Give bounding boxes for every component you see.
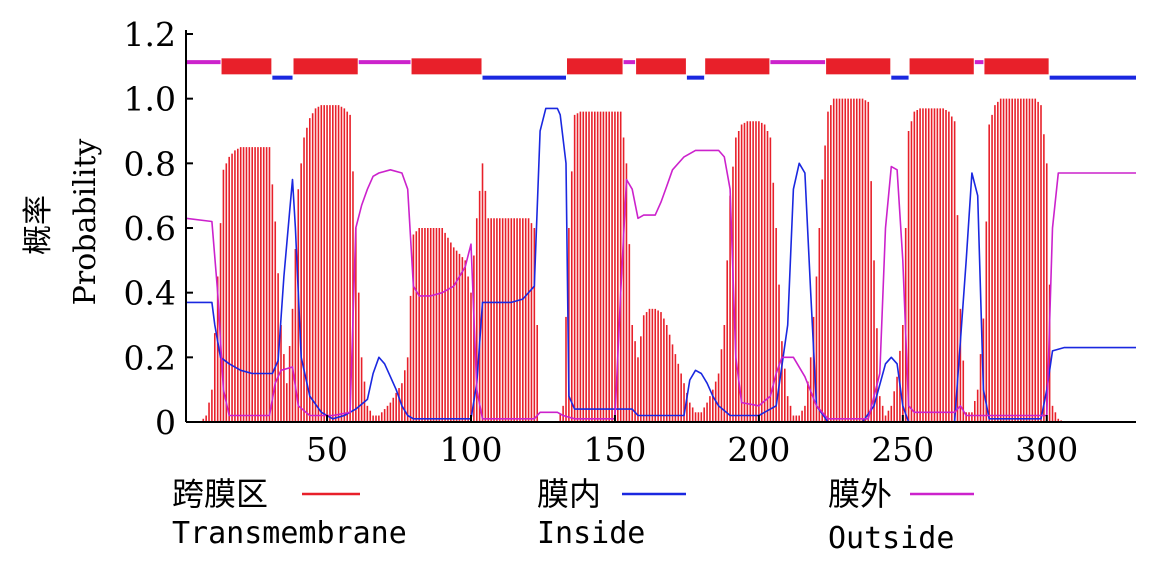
topology-segment-outside — [623, 60, 636, 65]
y-tick-label: 1.0 — [124, 80, 176, 119]
topology-segment-inside — [686, 75, 705, 80]
topology-segment-outside — [770, 60, 826, 65]
topology-segment-outside — [358, 60, 411, 65]
topology-segment-transmembrane — [636, 58, 686, 75]
legend-item-outside: 膜外 Outside — [828, 475, 974, 556]
y-axis-ticks: 0 0.2 0.4 0.6 0.8 1.0 1.2 — [124, 15, 193, 442]
topology-segment-transmembrane — [909, 58, 974, 75]
y-tick-label: 0.4 — [124, 274, 176, 313]
topology-segment-outside — [974, 60, 984, 65]
x-tick-label: 300 — [1015, 430, 1078, 469]
inside-line — [186, 107, 1136, 423]
x-tick-label: 250 — [871, 430, 934, 469]
legend-label-outside-en: Outside — [828, 521, 954, 556]
outside-line — [186, 149, 1136, 420]
topology-segment-transmembrane — [705, 58, 770, 75]
topology-segment-transmembrane — [567, 58, 623, 75]
legend-label-transmembrane-en: Transmembrane — [172, 516, 407, 551]
legend-item-transmembrane: 跨膜区 Transmembrane — [172, 475, 407, 551]
legend-label-inside-cn: 膜内 — [537, 475, 601, 513]
y-tick-label: 1.2 — [124, 15, 176, 54]
legend-item-inside: 膜内 Inside — [537, 475, 686, 551]
y-axis-title-en: Probability — [68, 139, 103, 306]
x-tick-label: 50 — [306, 430, 348, 469]
topology-segment-transmembrane — [826, 58, 891, 75]
x-axis-ticks: 50 100 150 200 250 300 — [306, 415, 1078, 469]
topology-segment-inside — [482, 75, 566, 80]
legend: 跨膜区 Transmembrane 膜内 Inside 膜外 Outside — [172, 475, 974, 556]
y-tick-label: 0.6 — [124, 209, 176, 248]
topology-segment-transmembrane — [411, 58, 482, 75]
legend-label-transmembrane-cn: 跨膜区 — [172, 475, 268, 513]
legend-label-inside-en: Inside — [537, 516, 645, 551]
probability-lines — [186, 107, 1136, 423]
y-tick-label: 0.8 — [124, 144, 176, 183]
x-tick-label: 150 — [583, 430, 646, 469]
topology-segment-inside — [1049, 75, 1136, 80]
y-tick-label: 0.2 — [124, 338, 176, 377]
legend-label-outside-cn: 膜外 — [828, 475, 892, 513]
topology-segment-outside — [186, 60, 221, 65]
topology-segment-inside — [272, 75, 293, 80]
topology-bar — [186, 58, 1136, 80]
y-axis-title-cn: 概率 — [21, 195, 56, 255]
y-tick-label: 0 — [155, 403, 176, 442]
topology-segment-transmembrane — [984, 58, 1049, 75]
x-tick-label: 100 — [440, 430, 503, 469]
x-tick-label: 200 — [727, 430, 790, 469]
transmembrane-bars — [202, 98, 1062, 422]
topology-segment-transmembrane — [221, 58, 272, 75]
topology-segment-inside — [891, 75, 909, 80]
topology-segment-transmembrane — [293, 58, 358, 75]
